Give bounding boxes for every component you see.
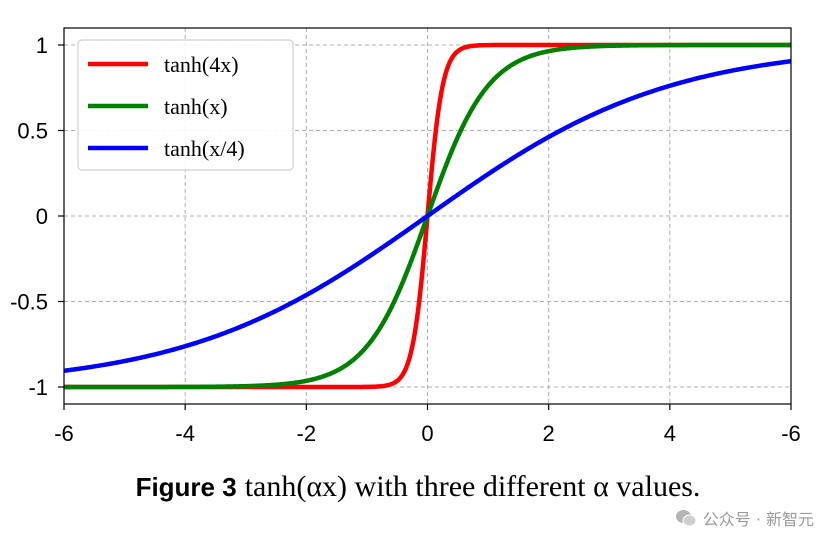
watermark: 公众号 · 新智元	[675, 506, 814, 530]
figure-caption: Figure 3 tanh(αx) with three different α …	[0, 470, 836, 504]
x-tick-label: -4	[175, 421, 195, 446]
legend-label: tanh(x/4)	[164, 136, 245, 161]
y-tick-label: -0.5	[10, 290, 48, 315]
x-tick-label: 0	[421, 421, 433, 446]
x-tick-label: 2	[543, 421, 555, 446]
series-line-3	[63, 58, 792, 374]
x-tick-label: 4	[664, 421, 676, 446]
x-tick-label: -6	[781, 421, 801, 446]
legend-box	[77, 39, 294, 171]
legend: tanh(4x) tanh(x) tanh(x/4)	[77, 39, 294, 171]
y-tick-label: 0	[36, 204, 48, 229]
x-tick-label: -6	[54, 421, 74, 446]
caption-text: tanh(αx) with three different α values.	[244, 470, 701, 503]
legend-label: tanh(x)	[164, 94, 228, 119]
y-tick-label: 0.5	[17, 119, 48, 144]
axis-ticks: -6 -4 -2 0 2 4 -6 1 0.5 0 -0.5 -1	[10, 33, 801, 446]
series-lines	[63, 42, 792, 390]
figure-label: Figure 3	[135, 472, 237, 502]
y-tick-label: -1	[28, 375, 48, 400]
watermark-text: 公众号 · 新智元	[702, 510, 814, 529]
wechat-icon	[675, 510, 697, 527]
x-tick-label: -2	[297, 421, 317, 446]
y-tick-label: 1	[36, 33, 48, 58]
tanh-chart: -6 -4 -2 0 2 4 -610.50-0.5-1 tanh(4x)tanh(x)ta…	[10, 27, 801, 446]
legend-label: tanh(4x)	[164, 52, 239, 77]
